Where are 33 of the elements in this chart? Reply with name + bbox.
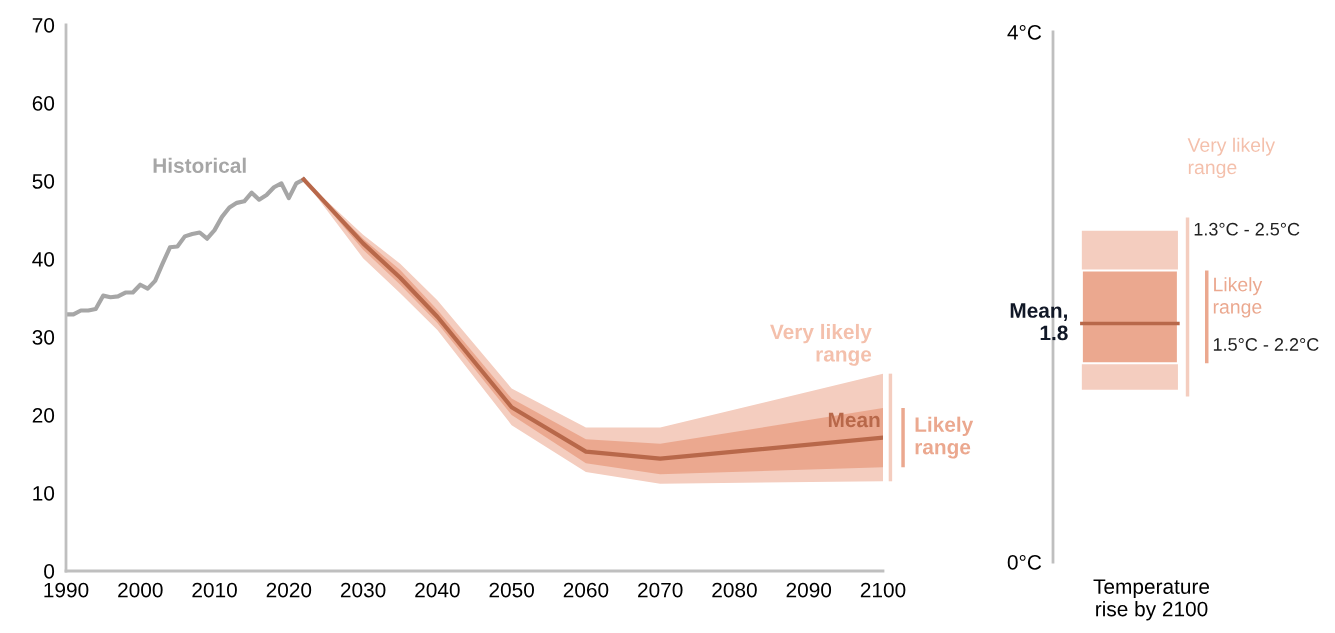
y-tick-label: 40 xyxy=(32,252,55,267)
y-tick-label: 4°C xyxy=(1007,25,1042,40)
x-tick-label: 2010 xyxy=(192,582,237,598)
x-tick-label: 2030 xyxy=(340,582,386,598)
annotation: 1.5°C - 2.2°C xyxy=(1213,338,1319,351)
y-tick-label: 60 xyxy=(32,96,55,111)
legend-label: Very likely range xyxy=(770,323,872,366)
x-tick-label: 2020 xyxy=(266,582,312,598)
y-tick-label: 20 xyxy=(32,408,55,423)
x-tick-label: 2050 xyxy=(489,582,534,598)
y-tick-label: 10 xyxy=(33,486,55,501)
y-tick-label: 30 xyxy=(32,330,55,345)
y-tick-label: 70 xyxy=(32,18,55,33)
y-tick-label: 0°C xyxy=(1007,555,1042,570)
x-tick-label: 2060 xyxy=(563,582,609,598)
series-label: Historical xyxy=(153,157,246,173)
x-tick-label: 2090 xyxy=(786,582,832,598)
text: Very likely range xyxy=(1187,137,1276,179)
ref-line-label: Mean, 1.8 xyxy=(1010,303,1068,341)
series-label: Mean xyxy=(828,412,880,428)
x-tick-label: 2040 xyxy=(415,582,460,598)
annotation: 1.3°C - 2.5°C xyxy=(1194,222,1300,236)
y-tick-label: 0 xyxy=(44,564,55,579)
legend-label: Likely range xyxy=(915,416,974,459)
line-series xyxy=(66,177,306,317)
x-tick-label: 2080 xyxy=(712,582,757,598)
x-axis-title: Temperature rise by 2100 xyxy=(1093,579,1210,621)
series-label: Likely range xyxy=(1213,277,1263,318)
x-tick-label: 2070 xyxy=(638,582,683,598)
x-tick-label: 1990 xyxy=(44,582,89,598)
y-tick-label: 50 xyxy=(32,174,55,189)
x-tick-label: 2000 xyxy=(118,582,163,598)
x-tick-label: 2100 xyxy=(860,582,906,598)
